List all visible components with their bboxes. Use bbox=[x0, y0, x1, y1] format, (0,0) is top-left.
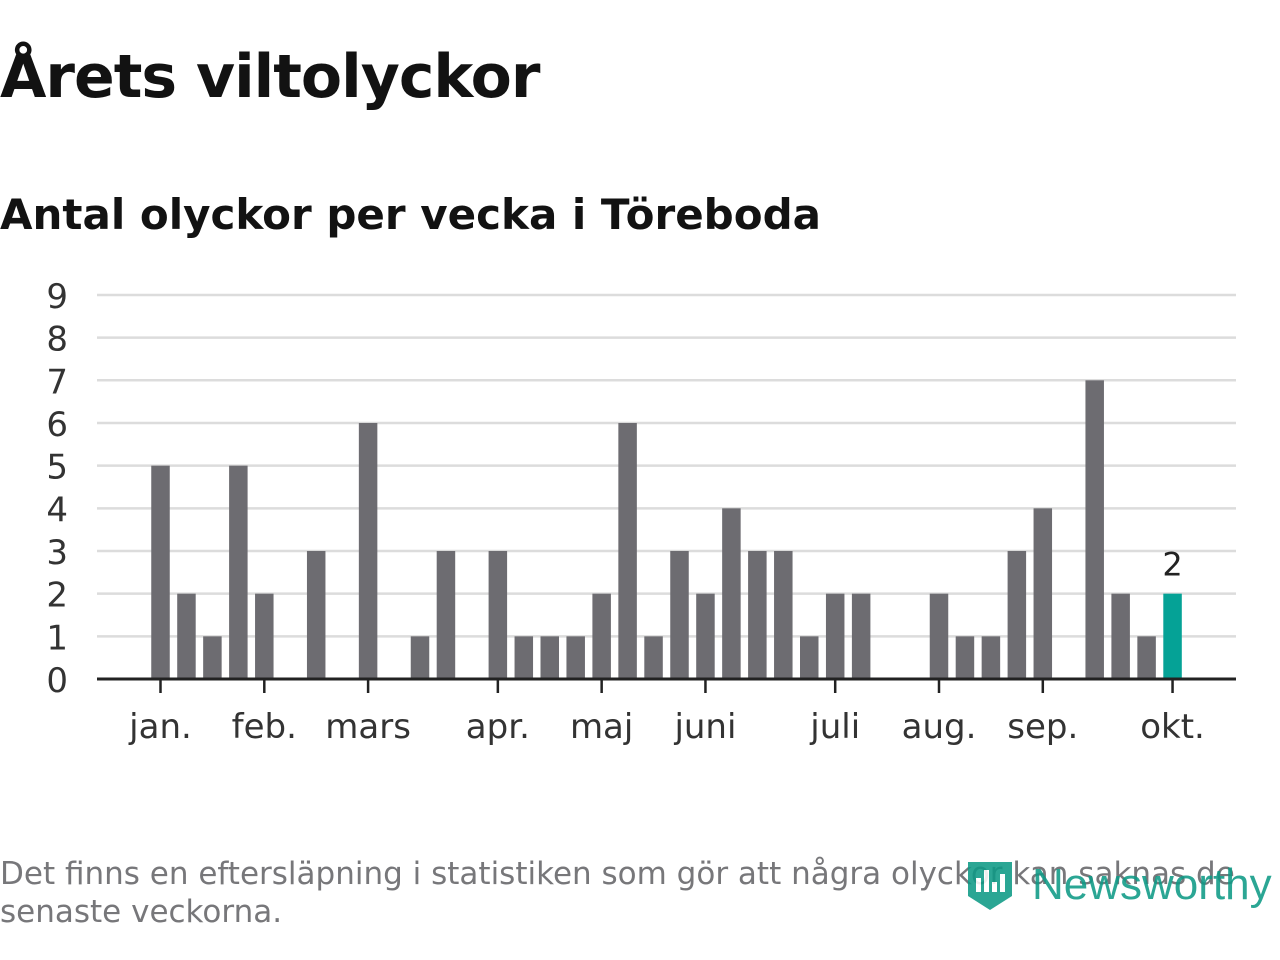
bar bbox=[825, 593, 845, 679]
y-tick-label: 7 bbox=[46, 362, 68, 402]
x-tick-label: feb. bbox=[232, 707, 297, 747]
x-tick-label: maj bbox=[570, 707, 633, 747]
y-tick-label: 8 bbox=[46, 320, 68, 360]
x-tick-label: jan. bbox=[128, 707, 192, 747]
bar bbox=[592, 593, 611, 679]
y-tick-label: 0 bbox=[46, 661, 68, 701]
bar bbox=[774, 550, 793, 679]
bar bbox=[151, 465, 170, 679]
bar bbox=[566, 636, 585, 679]
x-axis-labels: jan. feb. mars apr. maj juni juli aug. sep. okt. bbox=[128, 707, 1205, 747]
x-tick-label: aug. bbox=[902, 707, 977, 747]
bar bbox=[410, 636, 430, 679]
bar bbox=[177, 593, 196, 679]
bar bbox=[644, 636, 663, 679]
x-tick-label: mars bbox=[325, 707, 411, 747]
chart-title: Årets viltolyckor bbox=[0, 42, 540, 112]
x-tick-label: apr. bbox=[466, 707, 530, 747]
bar bbox=[748, 550, 767, 679]
newsworthy-brand[interactable]: Newsworthy bbox=[964, 856, 1272, 914]
bars: 2 bbox=[151, 380, 1183, 679]
x-tick-label: okt. bbox=[1140, 707, 1205, 747]
y-tick-label: 9 bbox=[46, 277, 68, 317]
bar bbox=[800, 636, 819, 679]
bar bbox=[488, 550, 508, 679]
brand-name: Newsworthy bbox=[1032, 860, 1272, 909]
bar bbox=[358, 422, 378, 679]
bar bbox=[229, 465, 248, 679]
y-tick-label: 3 bbox=[46, 533, 68, 573]
bar bbox=[670, 550, 689, 679]
bar bbox=[255, 593, 274, 679]
bar bbox=[1137, 636, 1156, 679]
y-tick-label: 2 bbox=[46, 576, 68, 616]
y-tick-label: 1 bbox=[46, 618, 68, 658]
bar bbox=[981, 636, 1001, 679]
x-axis bbox=[97, 677, 1236, 693]
bar bbox=[618, 422, 637, 679]
bar bbox=[1085, 380, 1104, 679]
bar bbox=[436, 550, 456, 679]
bar bbox=[540, 636, 559, 679]
bar bbox=[851, 593, 871, 679]
bar bbox=[1033, 508, 1053, 679]
x-tick-label: juni bbox=[673, 707, 736, 747]
bar bbox=[1007, 550, 1027, 679]
y-tick-label: 6 bbox=[46, 405, 68, 445]
bar bbox=[306, 550, 326, 679]
y-tick-label: 4 bbox=[46, 490, 68, 530]
bar bbox=[696, 593, 715, 679]
footnote: Det finns en eftersläpning i statistiken… bbox=[0, 856, 1235, 930]
x-tick-label: sep. bbox=[1007, 707, 1078, 747]
data-label: 2 bbox=[1162, 546, 1182, 584]
bar bbox=[203, 636, 222, 679]
chart-subtitle: Antal olyckor per vecka i Töreboda bbox=[0, 190, 822, 239]
y-tick-label: 5 bbox=[46, 448, 68, 488]
bar bbox=[722, 508, 741, 679]
newsworthy-logo-icon bbox=[968, 862, 1012, 910]
bar bbox=[514, 636, 534, 679]
bar bbox=[955, 636, 975, 679]
bar bbox=[1111, 593, 1130, 679]
x-tick-label: juli bbox=[809, 707, 860, 747]
highlight-bar bbox=[1163, 593, 1182, 679]
gridlines bbox=[97, 293, 1236, 638]
bar bbox=[929, 593, 949, 679]
